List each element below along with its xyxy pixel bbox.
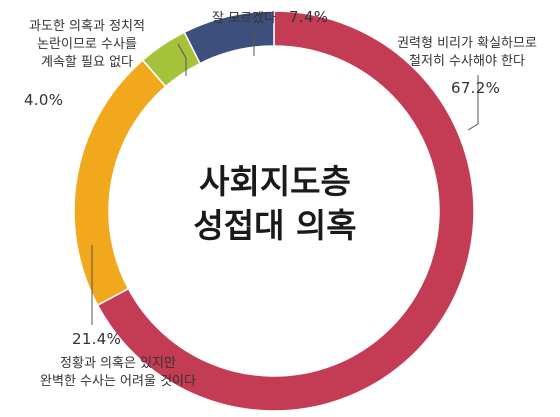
slice-label-line: 철저히 수사해야 한다 (409, 54, 525, 69)
slice-label-line: 정황과 의혹은 있지만 (60, 356, 176, 371)
donut-slice-dontknow (183, 10, 275, 65)
slice-label-line: 완벽한 수사는 어려울 것이다 (40, 374, 196, 389)
chart-title: 사회지도층 성접대 의혹 (175, 160, 375, 248)
leader-line-investigate (467, 75, 479, 131)
slice-label-line: 과도한 의혹과 정치적 (29, 19, 145, 34)
slice-label-difficult: 정황과 의혹은 있지만 완벽한 수사는 어려울 것이다 (8, 355, 228, 391)
donut-slice-investigate (96, 10, 475, 412)
donut-slice-difficult (73, 59, 167, 307)
slice-value-dontknow: 7.4% (289, 8, 329, 26)
slice-label-line: 논란이므로 수사를 (37, 37, 137, 52)
chart-title-line-2: 성접대 의혹 (193, 206, 357, 245)
slice-label-dontknow: 잘 모르겠다 7.4% (212, 7, 328, 28)
slice-label-line: 권력형 비리가 확실하므로 (397, 36, 537, 51)
slice-value-investigate: 67.2% (451, 79, 501, 97)
chart-title-line-1: 사회지도층 (199, 162, 351, 201)
leader-line-unnecessary (177, 43, 187, 76)
slice-label-text: 잘 모르겠다 (212, 11, 276, 26)
slice-label-investigate: 권력형 비리가 확실하므로 철저히 수사해야 한다 (372, 35, 560, 71)
slice-value-difficult: 21.4% (72, 330, 122, 348)
slice-label-line: 계속할 필요 없다 (41, 55, 133, 70)
slice-value-unnecessary: 4.0% (24, 91, 64, 109)
slice-label-unnecessary: 과도한 의혹과 정치적 논란이므로 수사를 계속할 필요 없다 (2, 18, 172, 72)
